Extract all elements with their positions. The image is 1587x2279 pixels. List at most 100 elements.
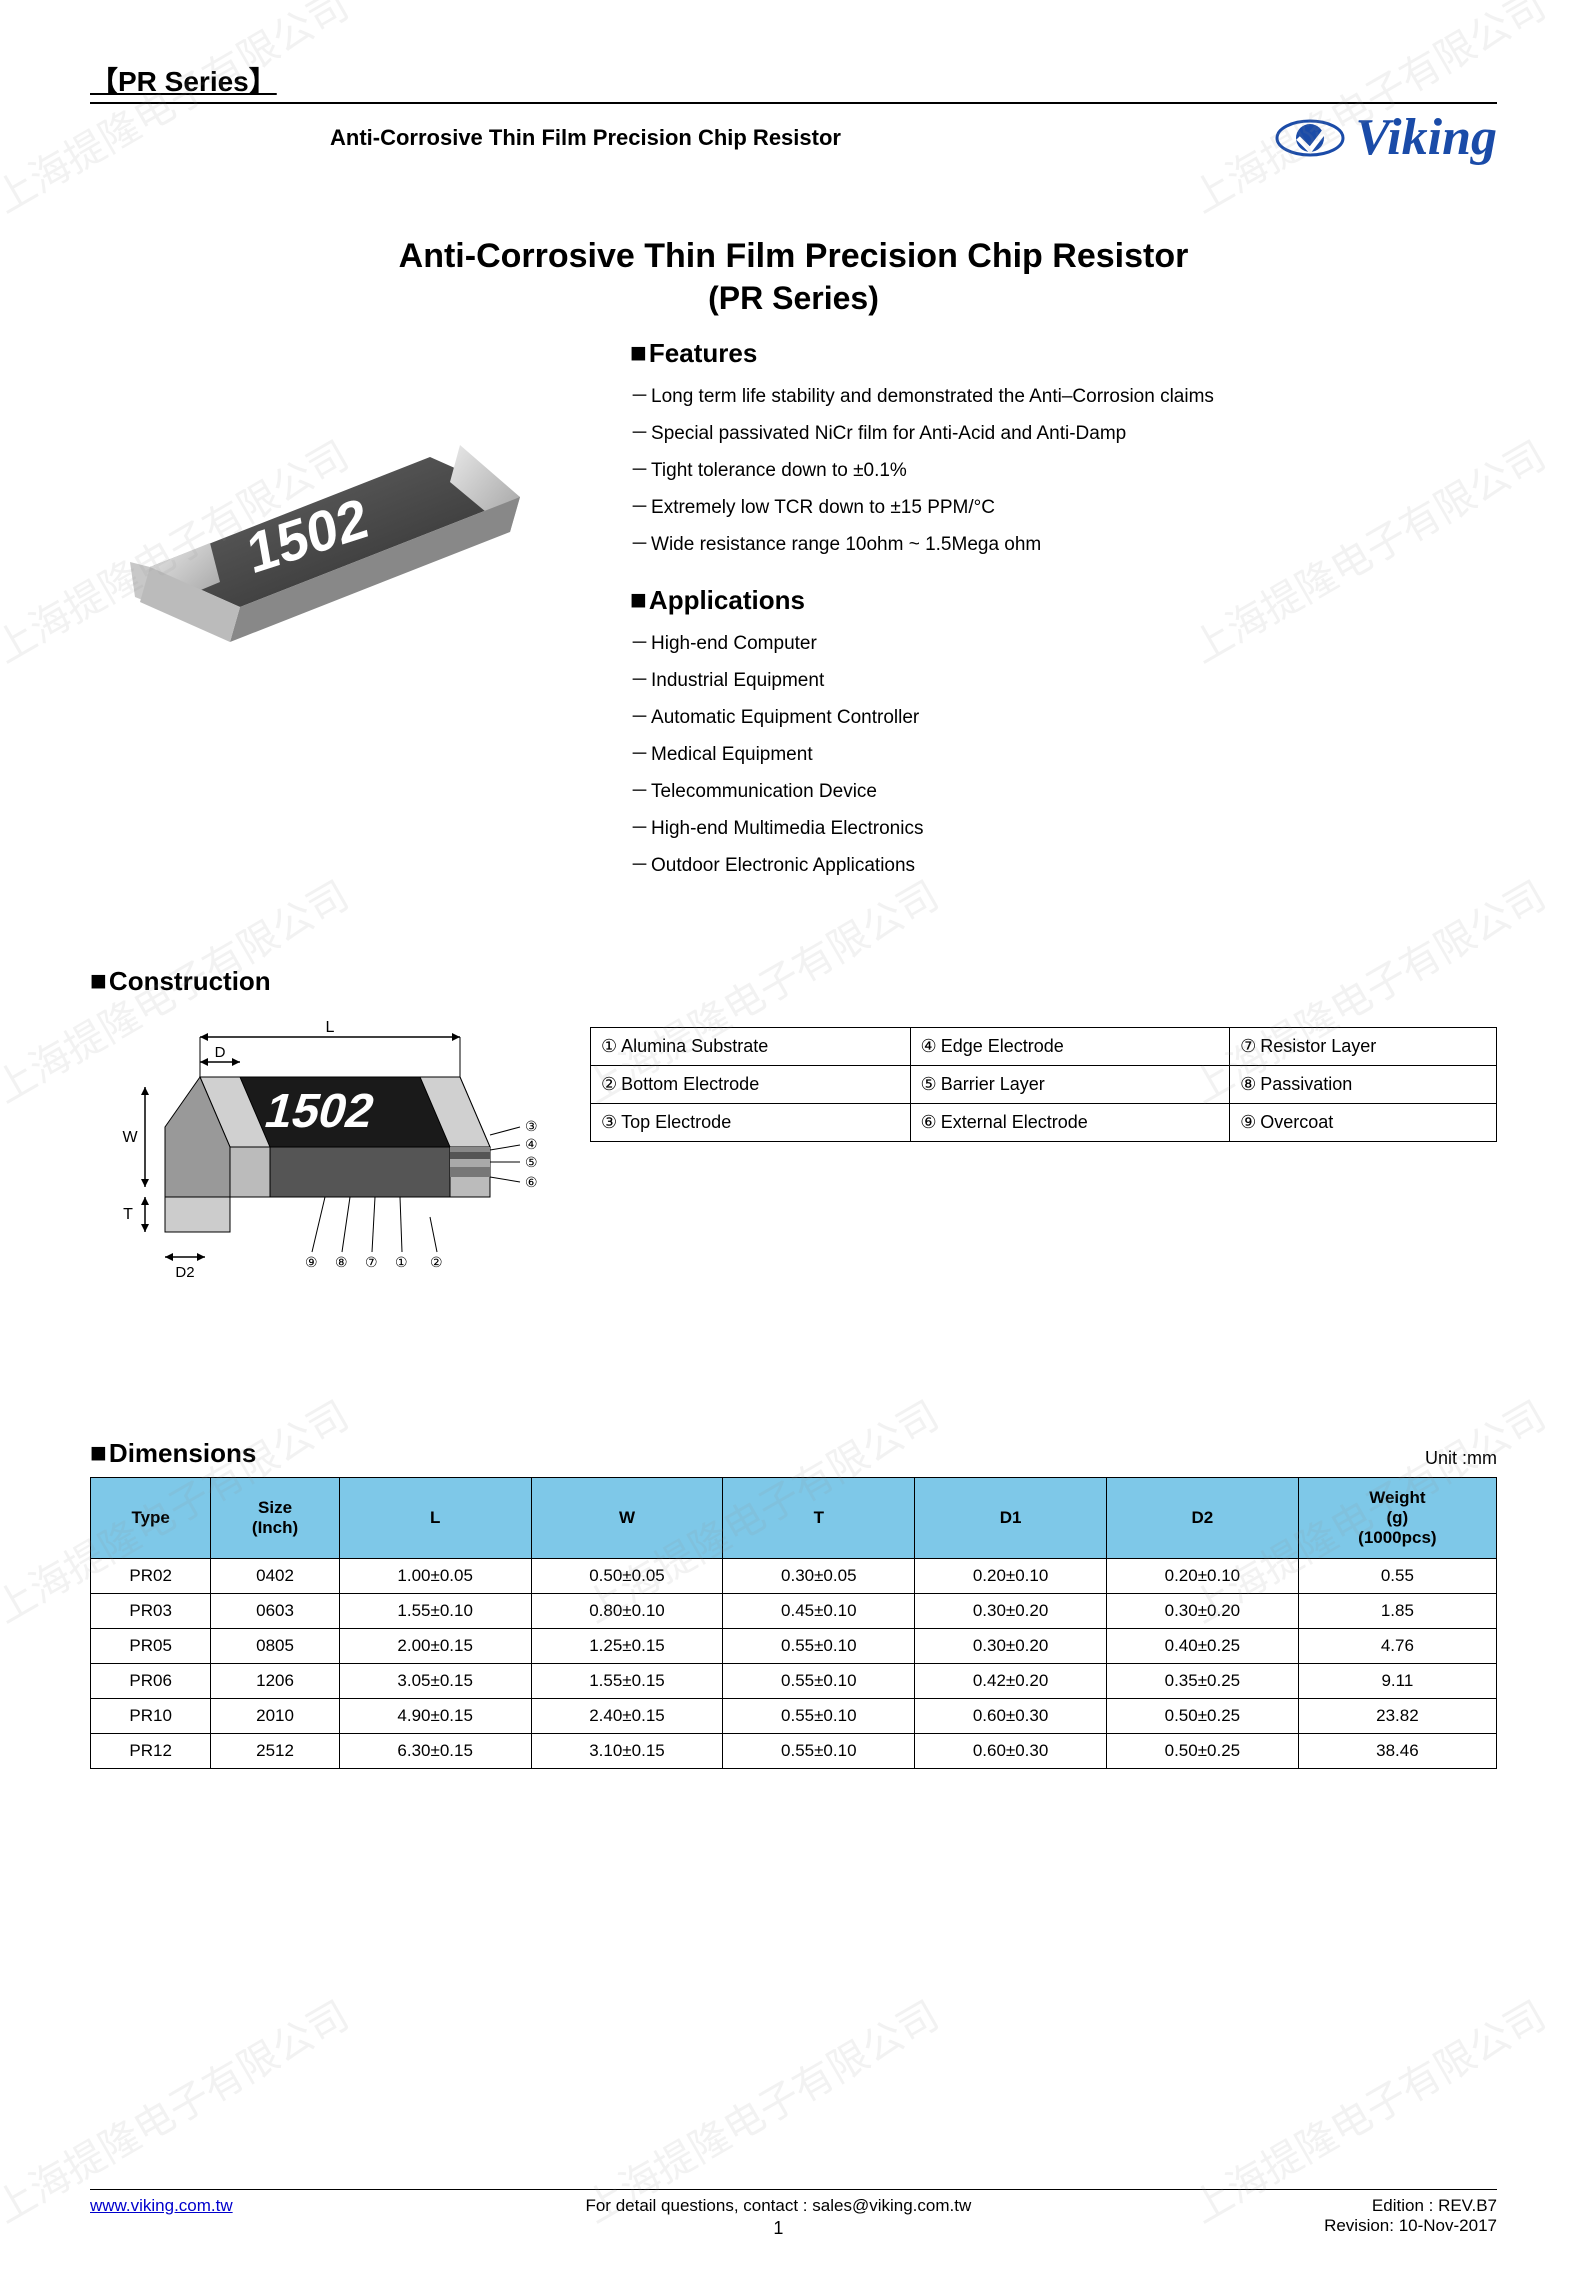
svg-text:⑧: ⑧ [335, 1254, 348, 1270]
dim-cell: 0.80±0.10 [531, 1594, 723, 1629]
table-row: PR1225126.30±0.153.10±0.150.55±0.100.60±… [91, 1734, 1497, 1769]
dim-cell: PR06 [91, 1664, 211, 1699]
dim-cell: 0603 [211, 1594, 339, 1629]
dim-cell: PR05 [91, 1629, 211, 1664]
features-list: Long term life stability and demonstrate… [630, 381, 1497, 556]
construction-part-cell: ⑧Passivation [1230, 1066, 1497, 1104]
dim-cell: 0.40±0.25 [1106, 1629, 1298, 1664]
list-item: High-end Computer [630, 628, 1497, 655]
list-item: Industrial Equipment [630, 665, 1497, 692]
svg-text:W: W [122, 1129, 138, 1146]
dimensions-unit: Unit :mm [1425, 1448, 1497, 1469]
dim-cell: 0.55±0.10 [723, 1664, 915, 1699]
construction-part-cell: ③Top Electrode [591, 1104, 911, 1142]
list-item: Wide resistance range 10ohm ~ 1.5Mega oh… [630, 529, 1497, 556]
dim-cell: 0805 [211, 1629, 339, 1664]
svg-text:⑤: ⑤ [525, 1154, 538, 1170]
svg-text:①: ① [395, 1254, 408, 1270]
footer-url: www.viking.com.tw [90, 2196, 233, 2239]
applications-heading: Applications [630, 584, 1497, 616]
header-subtitle: Anti-Corrosive Thin Film Precision Chip … [330, 125, 841, 151]
dim-cell: 0.35±0.25 [1106, 1664, 1298, 1699]
dim-cell: 2.40±0.15 [531, 1699, 723, 1734]
construction-part-cell: ⑥External Electrode [910, 1104, 1230, 1142]
footer: www.viking.com.tw For detail questions, … [90, 2189, 1497, 2239]
footer-url-link[interactable]: www.viking.com.tw [90, 2196, 233, 2215]
dim-cell: 4.76 [1298, 1629, 1496, 1664]
dim-cell: 4.90±0.15 [339, 1699, 531, 1734]
list-item: Tight tolerance down to ±0.1% [630, 455, 1497, 482]
dim-cell: PR03 [91, 1594, 211, 1629]
construction-part-cell: ⑦Resistor Layer [1230, 1028, 1497, 1066]
header: 【PR Series】 [90, 60, 1497, 104]
applications-list: High-end Computer Industrial Equipment Aut… [630, 628, 1497, 877]
dim-cell: 0.20±0.10 [915, 1559, 1107, 1594]
dim-cell: 0.20±0.10 [1106, 1559, 1298, 1594]
footer-contact: For detail questions, contact : sales@vi… [585, 2196, 971, 2216]
dim-cell: 0.30±0.20 [1106, 1594, 1298, 1629]
top-content: 1502 Features Long term life stability a… [90, 327, 1497, 905]
dim-cell: 0.30±0.05 [723, 1559, 915, 1594]
svg-text:③: ③ [525, 1118, 538, 1134]
dim-col-header: W [531, 1478, 723, 1559]
dim-col-header: Weight(g)(1000pcs) [1298, 1478, 1496, 1559]
dim-cell: 0.50±0.25 [1106, 1699, 1298, 1734]
dim-cell: 0.30±0.20 [915, 1594, 1107, 1629]
dim-cell: 1.25±0.15 [531, 1629, 723, 1664]
svg-text:⑥: ⑥ [525, 1174, 538, 1190]
svg-text:②: ② [430, 1254, 443, 1270]
dim-cell: 1.00±0.05 [339, 1559, 531, 1594]
construction-part-cell: ④Edge Electrode [910, 1028, 1230, 1066]
list-item: Telecommunication Device [630, 776, 1497, 803]
header-subtitle-row: Anti-Corrosive Thin Film Precision Chip … [90, 108, 1497, 167]
dim-cell: 0.42±0.20 [915, 1664, 1107, 1699]
footer-revision: Revision: 10-Nov-2017 [1324, 2216, 1497, 2236]
dim-cell: 6.30±0.15 [339, 1734, 531, 1769]
dim-cell: 0.55 [1298, 1559, 1496, 1594]
dim-cell: 0.30±0.20 [915, 1629, 1107, 1664]
svg-text:⑦: ⑦ [365, 1254, 378, 1270]
construction-part-cell: ①Alumina Substrate [591, 1028, 911, 1066]
main-title: Anti-Corrosive Thin Film Precision Chip … [90, 237, 1497, 276]
dim-cell: 38.46 [1298, 1734, 1496, 1769]
table-row: PR0612063.05±0.151.55±0.150.55±0.100.42±… [91, 1664, 1497, 1699]
construction-part-cell: ⑨Overcoat [1230, 1104, 1497, 1142]
dim-cell: 1.55±0.10 [339, 1594, 531, 1629]
table-row: PR0306031.55±0.100.80±0.100.45±0.100.30±… [91, 1594, 1497, 1629]
dim-col-header: L [339, 1478, 531, 1559]
dim-cell: 2512 [211, 1734, 339, 1769]
dim-cell: 2.00±0.15 [339, 1629, 531, 1664]
svg-text:T: T [123, 1206, 133, 1223]
dim-cell: 0402 [211, 1559, 339, 1594]
footer-edition: Edition : REV.B7 [1324, 2196, 1497, 2216]
svg-text:L: L [326, 1019, 335, 1036]
svg-text:④: ④ [525, 1136, 538, 1152]
construction-section: Construction L D W T [90, 965, 1497, 1317]
dim-cell: 0.55±0.10 [723, 1699, 915, 1734]
footer-right: Edition : REV.B7 Revision: 10-Nov-2017 [1324, 2196, 1497, 2239]
list-item: Medical Equipment [630, 739, 1497, 766]
dim-cell: 9.11 [1298, 1664, 1496, 1699]
dim-cell: 1206 [211, 1664, 339, 1699]
list-item: High-end Multimedia Electronics [630, 813, 1497, 840]
table-row: PR0204021.00±0.050.50±0.050.30±0.050.20±… [91, 1559, 1497, 1594]
dimensions-section: Dimensions Unit :mm TypeSize(Inch)LWTD1D… [90, 1437, 1497, 1769]
logo-eye-icon [1275, 118, 1345, 158]
svg-text:D: D [215, 1044, 226, 1061]
footer-page: 1 [585, 2218, 971, 2239]
dim-col-header: Size(Inch) [211, 1478, 339, 1559]
dimensions-heading: Dimensions [90, 1437, 256, 1469]
sections: Features Long term life stability and de… [630, 327, 1497, 905]
list-item: Automatic Equipment Controller [630, 702, 1497, 729]
dim-cell: 3.10±0.15 [531, 1734, 723, 1769]
dim-cell: 0.50±0.05 [531, 1559, 723, 1594]
list-item: Outdoor Electronic Applications [630, 850, 1497, 877]
svg-text:1502: 1502 [259, 1085, 380, 1138]
dim-cell: 3.05±0.15 [339, 1664, 531, 1699]
dim-cell: 0.55±0.10 [723, 1629, 915, 1664]
table-row: PR0508052.00±0.151.25±0.150.55±0.100.30±… [91, 1629, 1497, 1664]
dim-cell: 0.50±0.25 [1106, 1734, 1298, 1769]
dim-cell: 1.85 [1298, 1594, 1496, 1629]
features-heading: Features [630, 337, 1497, 369]
dim-cell: PR02 [91, 1559, 211, 1594]
